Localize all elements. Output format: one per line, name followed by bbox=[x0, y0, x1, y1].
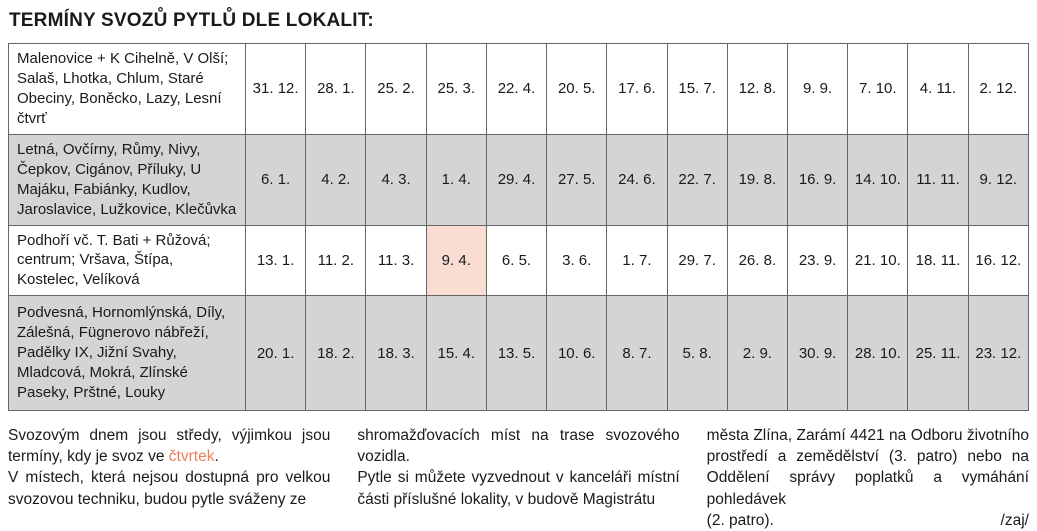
date-cell: 3. 6. bbox=[546, 224, 608, 297]
date-cell: 9. 12. bbox=[967, 133, 1030, 226]
footer-last-line: (2. patro). /zaj/ bbox=[707, 510, 1029, 531]
footer-column-1: Svozovým dnem jsou středy, výjimkou jsou… bbox=[8, 425, 330, 530]
date-cell: 10. 6. bbox=[546, 295, 608, 412]
date-cell: 12. 8. bbox=[726, 43, 788, 135]
date-cell: 15. 7. bbox=[666, 43, 728, 135]
date-cell: 26. 8. bbox=[726, 224, 788, 297]
date-cell-highlighted: 9. 4. bbox=[425, 224, 487, 297]
footer-paragraph: V místech, která nejsou dostupná pro vel… bbox=[8, 469, 331, 508]
date-cell: 1. 4. bbox=[425, 133, 487, 226]
date-cell: 15. 4. bbox=[425, 295, 487, 412]
date-cell: 4. 11. bbox=[907, 43, 969, 135]
table-row: Malenovice + K Cihelně, V Olší; Salaš, L… bbox=[8, 43, 1030, 135]
date-cell: 23. 9. bbox=[786, 224, 849, 297]
footer-paragraph: Svozovým dnem jsou středy, výjimkou jsou… bbox=[8, 425, 330, 467]
table-row: Podhoří vč. T. Bati + Růžová; centrum; V… bbox=[8, 224, 1030, 297]
date-cell: 24. 6. bbox=[606, 133, 668, 226]
date-cell: 16. 9. bbox=[786, 133, 849, 226]
date-cell: 29. 7. bbox=[666, 224, 728, 297]
date-cell: 18. 11. bbox=[907, 224, 969, 297]
date-cell: 11. 2. bbox=[305, 224, 367, 297]
footer-text: Svozovým dnem jsou středy, výjimkou jsou… bbox=[8, 425, 1029, 530]
date-cell: 5. 8. bbox=[666, 295, 728, 412]
date-cell: 25. 3. bbox=[425, 43, 487, 135]
date-cell: 31. 12. bbox=[244, 43, 307, 135]
date-cell: 1. 7. bbox=[606, 224, 668, 297]
date-cell: 4. 2. bbox=[305, 133, 367, 226]
footer-column-2: shromažďovacích míst na trase svozového … bbox=[357, 425, 679, 530]
date-cell: 22. 7. bbox=[666, 133, 728, 226]
date-cell: 13. 5. bbox=[485, 295, 548, 412]
footer-text-run: Svozovým dnem jsou středy, výjimkou jsou… bbox=[8, 427, 331, 466]
date-cell: 6. 5. bbox=[485, 224, 548, 297]
date-cell: 11. 11. bbox=[907, 133, 969, 226]
collection-schedule-table: Malenovice + K Cihelně, V Olší; Salaš, L… bbox=[8, 43, 1030, 412]
page-title: TERMÍNY SVOZŮ PYTLŮ DLE LOKALIT: bbox=[9, 10, 374, 31]
locality-cell: Podhoří vč. T. Bati + Růžová; centrum; V… bbox=[8, 224, 246, 297]
table-row: Podvesná, Hornomlýnská, Díly, Zálešná, F… bbox=[8, 295, 1030, 412]
date-cell: 9. 9. bbox=[786, 43, 849, 135]
date-cell: 20. 1. bbox=[244, 295, 307, 412]
date-cell: 13. 1. bbox=[244, 224, 307, 297]
table-row: Letná, Ovčírny, Růmy, Nivy, Čepkov, Cigá… bbox=[8, 133, 1030, 226]
footer-paragraph: shromažďovacích míst na trase svozového … bbox=[357, 427, 680, 466]
footer-column-3: města Zlína, Zarámí 4421 na Odboru život… bbox=[707, 425, 1029, 530]
date-cell: 8. 7. bbox=[606, 295, 668, 412]
date-cell: 14. 10. bbox=[847, 133, 909, 226]
date-cell: 7. 10. bbox=[847, 43, 909, 135]
date-cell: 29. 4. bbox=[485, 133, 548, 226]
highlighted-word-ctvrtek: čtvrtek bbox=[168, 448, 215, 466]
date-cell: 25. 2. bbox=[365, 43, 427, 135]
date-cell: 20. 5. bbox=[546, 43, 608, 135]
footer-text-run: . bbox=[214, 448, 219, 466]
date-cell: 2. 9. bbox=[726, 295, 788, 412]
footer-paragraph: města Zlína, Zarámí 4421 na Odboru život… bbox=[706, 427, 1029, 508]
date-cell: 18. 3. bbox=[365, 295, 427, 412]
date-cell: 16. 12. bbox=[967, 224, 1030, 297]
footer-paragraph: Pytle si můžete vyzvednout v kanceláři m… bbox=[357, 469, 680, 508]
locality-cell: Podvesná, Hornomlýnská, Díly, Zálešná, F… bbox=[8, 295, 246, 412]
date-cell: 30. 9. bbox=[786, 295, 849, 412]
schedule-table-body: Malenovice + K Cihelně, V Olší; Salaš, L… bbox=[8, 43, 1030, 412]
locality-cell: Malenovice + K Cihelně, V Olší; Salaš, L… bbox=[8, 43, 246, 135]
date-cell: 23. 12. bbox=[967, 295, 1030, 412]
locality-cell: Letná, Ovčírny, Růmy, Nivy, Čepkov, Cigá… bbox=[8, 133, 246, 226]
date-cell: 19. 8. bbox=[726, 133, 788, 226]
date-cell: 11. 3. bbox=[365, 224, 427, 297]
date-cell: 18. 2. bbox=[305, 295, 367, 412]
date-cell: 21. 10. bbox=[847, 224, 909, 297]
date-cell: 28. 10. bbox=[847, 295, 909, 412]
date-cell: 6. 1. bbox=[244, 133, 307, 226]
date-cell: 28. 1. bbox=[305, 43, 367, 135]
date-cell: 27. 5. bbox=[546, 133, 608, 226]
date-cell: 17. 6. bbox=[606, 43, 668, 135]
footer-text-run: (2. patro). bbox=[706, 511, 774, 529]
date-cell: 22. 4. bbox=[485, 43, 548, 135]
date-cell: 2. 12. bbox=[967, 43, 1030, 135]
date-cell: 4. 3. bbox=[365, 133, 427, 226]
author-signature: /zaj/ bbox=[1000, 511, 1029, 529]
date-cell: 25. 11. bbox=[907, 295, 969, 412]
